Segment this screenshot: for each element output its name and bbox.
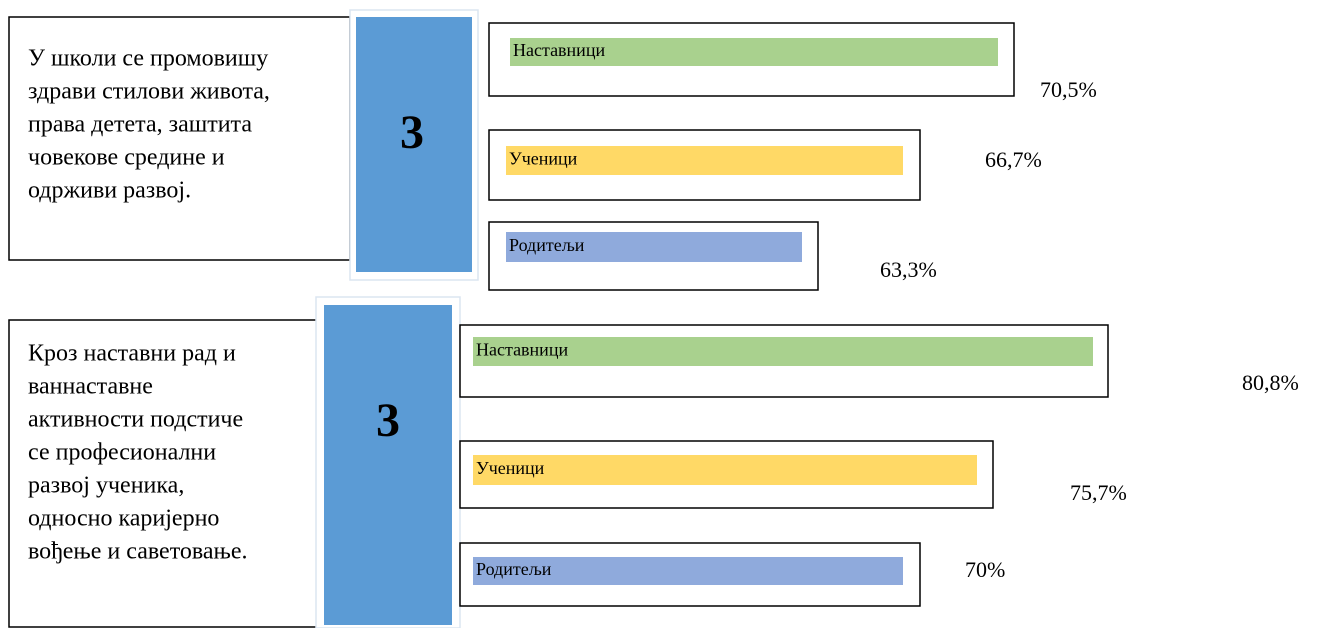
group-value: 80,8% — [1242, 370, 1299, 395]
score: 3 — [400, 106, 424, 159]
statement-line: вођење и саветовање. — [28, 539, 248, 565]
group-name: Ученици — [476, 458, 545, 478]
group-value: 75,7% — [1070, 480, 1127, 505]
bar — [473, 337, 1093, 366]
statement-line: се професионални — [28, 440, 216, 466]
score: 3 — [376, 394, 400, 447]
statement-line: развој ученика, — [28, 473, 184, 499]
group-value: 66,7% — [985, 147, 1042, 172]
score-box — [356, 17, 472, 272]
bar — [473, 557, 903, 585]
statement-line: одрживи развој. — [28, 178, 191, 204]
group-name: Ученици — [509, 149, 578, 169]
bar — [510, 38, 998, 66]
statement-line: активности подстиче — [28, 407, 243, 433]
statement-line: здрави стилови живота, — [28, 79, 270, 105]
score-box — [324, 305, 452, 625]
group-value: 70% — [965, 557, 1005, 582]
group-value: 63,3% — [880, 257, 937, 282]
statement-line: односно каријерно — [28, 506, 219, 532]
group-name: Наставници — [476, 340, 568, 360]
group-value: 70,5% — [1040, 77, 1097, 102]
statement-line: ваннаставне — [28, 374, 153, 400]
group-name: Родитељи — [509, 235, 585, 255]
bar — [473, 455, 977, 485]
bar — [506, 232, 802, 262]
statement-line: човекове средине и — [28, 145, 225, 171]
group-name: Наставници — [513, 40, 605, 60]
statement-line: У школи се промовишу — [28, 46, 268, 72]
group-name: Родитељи — [476, 559, 552, 579]
statement-line: Кроз наставни рад и — [28, 341, 236, 367]
statement-box — [8, 319, 321, 628]
statement-line: права детета, заштита — [28, 112, 252, 138]
bar — [506, 146, 903, 175]
statement-box — [8, 16, 351, 261]
